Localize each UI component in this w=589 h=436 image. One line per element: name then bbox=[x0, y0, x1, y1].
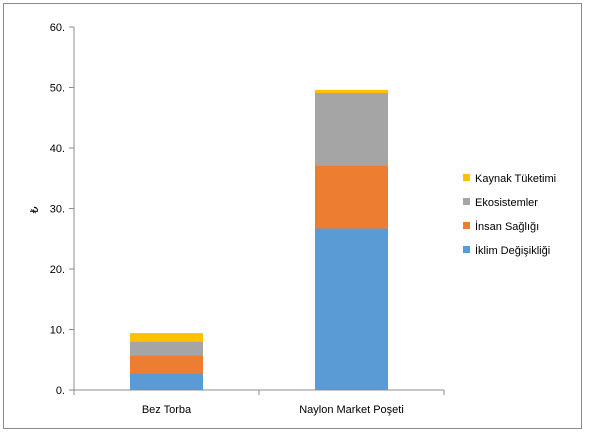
legend-swatch bbox=[463, 246, 470, 253]
legend: Kaynak Tüketimi Ekosistemler İnsan Sağlığı… bbox=[463, 173, 556, 257]
y-tick-label: 30. bbox=[50, 204, 65, 216]
x-category-label: Naylon Market Poşeti bbox=[299, 404, 404, 416]
legend-label: İklim Değişikliği bbox=[475, 244, 550, 257]
legend-label: Kaynak Tüketimi bbox=[475, 173, 556, 185]
x-axis: Bez Torba Naylon Market Poşeti bbox=[73, 389, 445, 416]
y-tick-label: 40. bbox=[50, 143, 65, 155]
y-tick-label: 10. bbox=[50, 325, 65, 337]
bar-segment bbox=[130, 341, 203, 356]
legend-swatch bbox=[463, 198, 470, 205]
legend-label: İnsan Sağlığı bbox=[475, 220, 539, 233]
legend-swatch bbox=[463, 174, 470, 181]
legend-label: Ekosistemler bbox=[475, 197, 538, 209]
bar-segment bbox=[130, 373, 203, 390]
y-tick-label: 50. bbox=[50, 83, 65, 95]
x-category-label: Bez Torba bbox=[142, 404, 192, 416]
y-tick-label: 60. bbox=[50, 22, 65, 34]
y-tick-label: 20. bbox=[50, 264, 65, 276]
chart-frame bbox=[3, 3, 582, 429]
legend-swatch bbox=[463, 222, 470, 229]
bar-segment bbox=[315, 89, 388, 93]
bar-segment bbox=[315, 92, 388, 166]
bar-segment bbox=[130, 355, 203, 374]
bars bbox=[130, 89, 388, 390]
y-axis-label: ₺ bbox=[29, 207, 41, 214]
bar-segment bbox=[130, 333, 203, 342]
bar-segment bbox=[315, 165, 388, 229]
y-axis: 0. 10. 20. 30. 40. 50. 60. bbox=[50, 22, 75, 397]
bar-segment bbox=[315, 228, 388, 390]
y-tick-label: 0. bbox=[56, 385, 65, 397]
